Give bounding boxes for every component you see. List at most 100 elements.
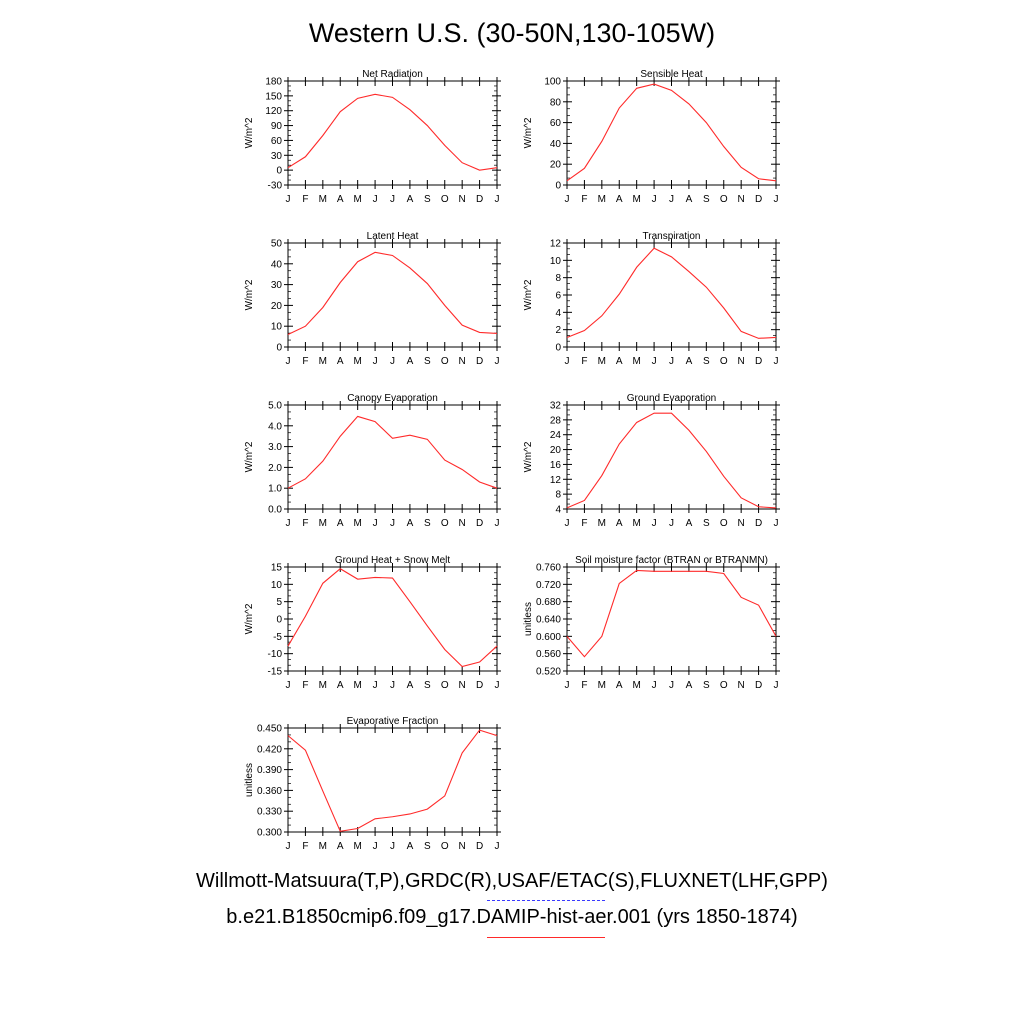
sensible-heat-xtick-label: S bbox=[703, 194, 710, 205]
transpiration-xtick-label: M bbox=[632, 356, 640, 367]
ground-heat-snow-melt-xtick-label: F bbox=[302, 680, 308, 691]
transpiration-xtick-label: O bbox=[720, 356, 728, 367]
transpiration-title: Transpiration bbox=[643, 231, 701, 242]
ground-evaporation-xtick-label: M bbox=[632, 518, 640, 529]
evaporative-fraction-xtick-label: F bbox=[302, 841, 308, 852]
net-radiation-xtick-label: O bbox=[441, 194, 449, 205]
transpiration-ytick-label: 6 bbox=[555, 291, 561, 302]
ground-heat-snow-melt-xtick-label: D bbox=[476, 680, 483, 691]
net-radiation-xtick-label: J bbox=[286, 194, 291, 205]
ground-evaporation-xtick-label: J bbox=[652, 518, 657, 529]
evaporative-fraction-xtick-label: D bbox=[476, 841, 483, 852]
legend-model-line bbox=[487, 937, 605, 938]
sensible-heat-xtick-label: D bbox=[755, 194, 762, 205]
canopy-evaporation-xtick-label: D bbox=[476, 518, 483, 529]
latent-heat-xtick-label: J bbox=[286, 356, 291, 367]
net-radiation-frame bbox=[287, 80, 498, 186]
canopy-evaporation-ytick-label: 1.0 bbox=[268, 484, 282, 495]
net-radiation-xtick-label: M bbox=[319, 194, 327, 205]
transpiration-ytick-label: 10 bbox=[550, 256, 562, 267]
sensible-heat-xtick-label: N bbox=[738, 194, 745, 205]
soil-moisture-factor-btran-or-btranmn-xtick-label: O bbox=[720, 680, 728, 691]
latent-heat-xtick-label: M bbox=[353, 356, 361, 367]
transpiration-xtick-label: J bbox=[669, 356, 674, 367]
ground-heat-snow-melt-ytick-label: 10 bbox=[271, 580, 283, 591]
sensible-heat-xtick-label: J bbox=[652, 194, 657, 205]
latent-heat-xtick-label: A bbox=[337, 356, 344, 367]
ground-heat-snow-melt-ytick-label: 5 bbox=[276, 597, 282, 608]
soil-moisture-factor-btran-or-btranmn-ytick-label: 0.720 bbox=[536, 580, 561, 591]
transpiration-xtick-label: A bbox=[616, 356, 623, 367]
sensible-heat-xtick-label: J bbox=[669, 194, 674, 205]
soil-moisture-factor-btran-or-btranmn-ylabel: unitless bbox=[523, 602, 534, 636]
net-radiation-xtick-label: J bbox=[495, 194, 500, 205]
transpiration-xtick-label: N bbox=[738, 356, 745, 367]
ground-heat-snow-melt-xtick-label: M bbox=[353, 680, 361, 691]
sensible-heat-xtick-label: M bbox=[598, 194, 606, 205]
soil-moisture-factor-btran-or-btranmn-xtick-label: J bbox=[774, 680, 779, 691]
transpiration-ytick-label: 8 bbox=[555, 273, 561, 284]
net-radiation-ytick-label: 180 bbox=[265, 77, 282, 88]
ground-heat-snow-melt-xtick-label: N bbox=[459, 680, 466, 691]
transpiration-xtick-label: M bbox=[598, 356, 606, 367]
canopy-evaporation-xtick-label: M bbox=[353, 518, 361, 529]
soil-moisture-factor-btran-or-btranmn-xtick-label: J bbox=[565, 680, 570, 691]
net-radiation-ytick-label: 0 bbox=[276, 166, 282, 177]
ground-heat-snow-melt-ytick-label: -5 bbox=[273, 632, 282, 643]
soil-moisture-factor-btran-or-btranmn-xtick-label: N bbox=[738, 680, 745, 691]
ground-evaporation-xtick-label: A bbox=[616, 518, 623, 529]
soil-moisture-factor-btran-or-btranmn-ytick-label: 0.600 bbox=[536, 632, 561, 643]
ground-evaporation-title: Ground Evaporation bbox=[627, 393, 717, 404]
soil-moisture-factor-btran-or-btranmn-xtick-label: F bbox=[581, 680, 587, 691]
net-radiation-title: Net Radiation bbox=[362, 69, 423, 80]
evaporative-fraction-ytick-label: 0.300 bbox=[257, 828, 282, 839]
latent-heat-ylabel: W/m^2 bbox=[244, 279, 255, 310]
chart-ground-heat-snow-melt: Ground Heat + Snow Melt W/m^2 -15 -10 -5 0 5 10… bbox=[244, 555, 501, 691]
sensible-heat-xtick-label: O bbox=[720, 194, 728, 205]
soil-moisture-factor-btran-or-btranmn-xtick-label: M bbox=[632, 680, 640, 691]
evaporative-fraction-ytick-label: 0.390 bbox=[257, 765, 282, 776]
canopy-evaporation-xtick-label: J bbox=[390, 518, 395, 529]
canopy-evaporation-xtick-label: J bbox=[495, 518, 500, 529]
chart-soil-moisture-factor-btran-or-btranmn: Soil moisture factor (BTRAN or BTRANMN) u… bbox=[523, 555, 780, 691]
ground-heat-snow-melt-xtick-label: S bbox=[424, 680, 431, 691]
evaporative-fraction-xtick-label: J bbox=[390, 841, 395, 852]
sensible-heat-ytick-label: 0 bbox=[555, 181, 561, 192]
ground-heat-snow-melt-frame bbox=[287, 566, 498, 672]
latent-heat-xtick-label: S bbox=[424, 356, 431, 367]
evaporative-fraction-xtick-label: A bbox=[407, 841, 414, 852]
ground-evaporation-xtick-label: N bbox=[738, 518, 745, 529]
latent-heat-xtick-label: O bbox=[441, 356, 449, 367]
ground-heat-snow-melt-ytick-label: 0 bbox=[276, 615, 282, 626]
canopy-evaporation-xtick-label: S bbox=[424, 518, 431, 529]
soil-moisture-factor-btran-or-btranmn-ytick-label: 0.640 bbox=[536, 615, 561, 626]
latent-heat-ytick-label: 30 bbox=[271, 280, 283, 291]
transpiration-xtick-label: J bbox=[652, 356, 657, 367]
latent-heat-xtick-label: N bbox=[459, 356, 466, 367]
net-radiation-xtick-label: A bbox=[337, 194, 344, 205]
net-radiation-xtick-label: J bbox=[390, 194, 395, 205]
evaporative-fraction-ytick-label: 0.330 bbox=[257, 807, 282, 818]
ground-evaporation-ylabel: W/m^2 bbox=[523, 441, 534, 472]
ground-heat-snow-melt-xtick-label: J bbox=[286, 680, 291, 691]
latent-heat-xtick-label: A bbox=[407, 356, 414, 367]
ground-evaporation-ytick-label: 28 bbox=[550, 415, 562, 426]
net-radiation-ytick-label: 150 bbox=[265, 91, 282, 102]
transpiration-xtick-label: F bbox=[581, 356, 587, 367]
soil-moisture-factor-btran-or-btranmn-ytick-label: 0.520 bbox=[536, 667, 561, 678]
sensible-heat-ytick-label: 20 bbox=[550, 160, 562, 171]
net-radiation-ytick-label: -30 bbox=[268, 181, 283, 192]
soil-moisture-factor-btran-or-btranmn-series-line bbox=[566, 569, 777, 658]
canopy-evaporation-xtick-label: A bbox=[337, 518, 344, 529]
ground-evaporation-ytick-label: 16 bbox=[550, 460, 562, 471]
ground-evaporation-series-line bbox=[566, 412, 777, 509]
net-radiation-xtick-label: M bbox=[353, 194, 361, 205]
net-radiation-ytick-label: 120 bbox=[265, 106, 282, 117]
latent-heat-xtick-label: J bbox=[495, 356, 500, 367]
net-radiation-xtick-label: D bbox=[476, 194, 483, 205]
sensible-heat-title: Sensible Heat bbox=[640, 69, 702, 80]
